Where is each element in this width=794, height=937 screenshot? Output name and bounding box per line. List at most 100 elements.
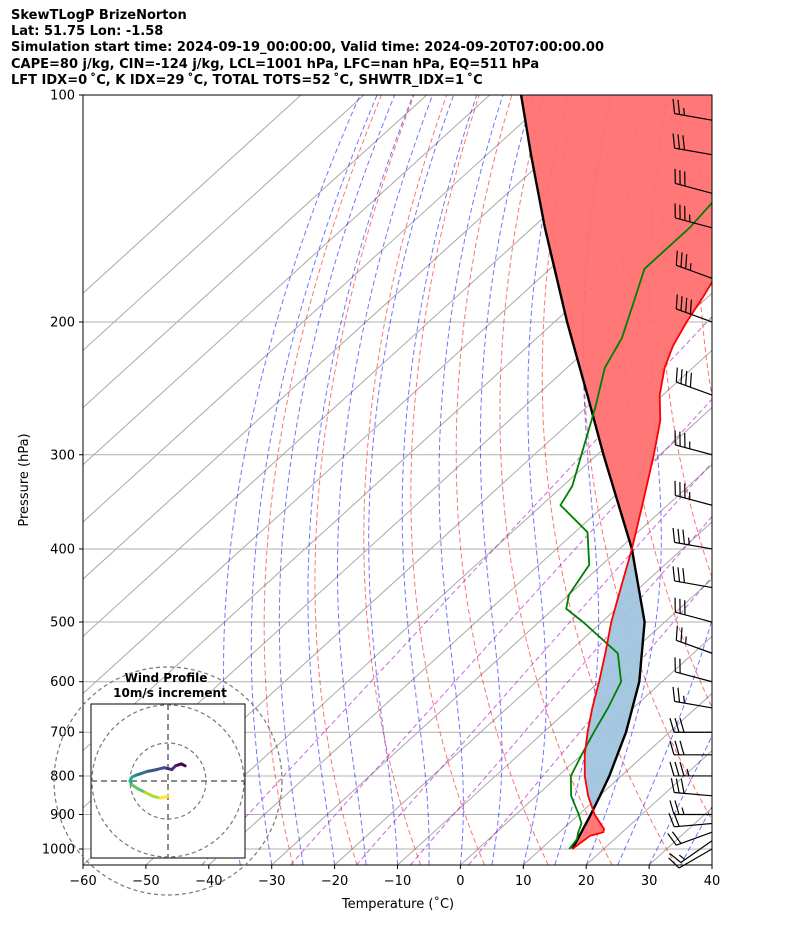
x-axis-label: Temperature (˚C)	[341, 896, 454, 912]
wind-barb-full	[679, 761, 685, 777]
isotherm-line	[83, 95, 553, 523]
wind-barb-full	[677, 687, 681, 703]
wind-barb-full	[680, 252, 683, 268]
wind-barb-full	[685, 297, 688, 313]
wind-barb-staff	[675, 611, 713, 623]
wind-barb	[674, 430, 713, 456]
wind-barb-full	[680, 369, 683, 384]
moist-adiabat-line	[585, 95, 668, 865]
hodograph-subtitle: 10m/s increment	[113, 686, 227, 700]
wind-barb-full	[685, 254, 688, 269]
x-tick-label: 30	[641, 874, 658, 889]
wind-barb-full	[675, 778, 680, 794]
wind-barb-full	[670, 778, 675, 793]
moist-adiabat-line	[278, 95, 396, 865]
chart-title-line-4: CAPE=80 j/kg, CIN=-124 j/kg, LCL=1001 hP…	[11, 57, 540, 72]
wind-barb-full	[674, 761, 680, 777]
wind-barb	[672, 686, 713, 709]
wind-barb-full	[675, 294, 678, 310]
wind-barb-full	[677, 528, 681, 544]
x-tick-label: −50	[132, 874, 159, 889]
wind-barb-staff	[676, 381, 713, 396]
isotherm-line	[83, 95, 491, 466]
cape-cin-shading	[521, 95, 712, 849]
wind-barb-staff	[674, 791, 713, 797]
isotherm-line	[334, 521, 712, 865]
wind-barb-full	[680, 627, 683, 643]
dry-adiabat-line	[735, 95, 794, 865]
wind-barb	[670, 778, 713, 797]
cin-area	[572, 810, 604, 849]
dry-adiabats	[263, 95, 794, 865]
wind-barb	[669, 740, 712, 756]
wind-barb-full	[671, 831, 682, 844]
y-tick-label: 800	[50, 769, 75, 784]
wind-barb-full	[674, 800, 680, 815]
parcel-profile-line	[519, 95, 646, 850]
wind-barb-staff	[674, 700, 713, 709]
wind-barb-full	[679, 718, 685, 733]
wind-barb	[675, 367, 713, 396]
moist-adiabat-line	[438, 95, 504, 865]
temperature-profile-line	[571, 280, 712, 850]
wind-barb-staff	[675, 494, 713, 506]
wind-barb-full	[677, 99, 681, 115]
moist-adiabats	[223, 95, 712, 865]
y-tick-label: 400	[50, 542, 75, 557]
y-tick-label: 200	[50, 315, 75, 330]
wind-barb-full	[689, 299, 693, 315]
dry-adiabat-line	[770, 95, 794, 865]
y-axis-label: Pressure (hPa)	[17, 433, 32, 526]
hodograph-title: Wind Profile	[125, 671, 208, 685]
dry-adiabat-line	[660, 95, 712, 579]
wind-barb	[675, 625, 713, 654]
dry-adiabat-line	[455, 95, 549, 865]
y-tick-label: 1000	[42, 843, 75, 858]
wind-barb	[674, 657, 713, 683]
wind-barb-half	[678, 854, 686, 861]
chart-title-line-3: Simulation start time: 2024-09-19_00:00:…	[11, 40, 604, 55]
isotherm-line	[271, 464, 712, 865]
wind-barb	[674, 203, 713, 229]
moist-adiabat-line	[307, 95, 414, 865]
wind-barb-full	[689, 372, 693, 388]
wind-barb-half	[685, 636, 687, 644]
wind-barb-staff	[676, 264, 713, 279]
wind-barb	[672, 99, 713, 121]
dry-adiabat-line	[410, 95, 485, 865]
wind-barb-full	[669, 852, 682, 863]
wind-barb	[669, 800, 712, 816]
wind-barb-full	[672, 566, 676, 582]
isotherm-line	[83, 95, 365, 352]
wind-barb-full	[674, 740, 680, 755]
wind-barb	[675, 250, 713, 279]
x-tick-label: 40	[704, 874, 721, 889]
wind-barb-half	[689, 263, 692, 271]
wind-barb-full	[667, 833, 677, 846]
isotherm-line	[145, 349, 712, 865]
wind-barb-staff	[674, 541, 713, 550]
wind-barb	[668, 848, 713, 869]
dry-adiabat-line	[499, 95, 613, 865]
x-tick-label: 10	[515, 874, 532, 889]
dry-adiabat-line	[363, 95, 448, 865]
isotherm-line	[83, 95, 428, 409]
dry-adiabat-line	[697, 95, 712, 400]
dry-adiabat-line	[263, 95, 382, 865]
wind-barb-half	[687, 537, 690, 546]
hodograph-segment	[145, 768, 159, 773]
wind-barb-staff	[674, 147, 713, 156]
chart-title-line-1: SkewTLogP BrizeNorton	[11, 8, 187, 23]
wind-barb-full	[682, 135, 686, 150]
wind-barb-full	[672, 527, 676, 543]
wind-barb-full	[668, 857, 680, 869]
wind-barb	[667, 831, 713, 846]
wind-barb-full	[675, 625, 678, 641]
chart-title-line-5: LFT IDX=0 ˚C, K IDX=29 ˚C, TOTAL TOTS=52…	[11, 73, 483, 88]
moist-adiabat-line	[554, 95, 614, 865]
isotherm-line	[522, 692, 712, 865]
isotherm-line	[83, 95, 302, 294]
wind-barb-staff	[676, 639, 713, 654]
wind-barbs	[667, 99, 713, 869]
y-tick-label: 700	[50, 726, 75, 741]
